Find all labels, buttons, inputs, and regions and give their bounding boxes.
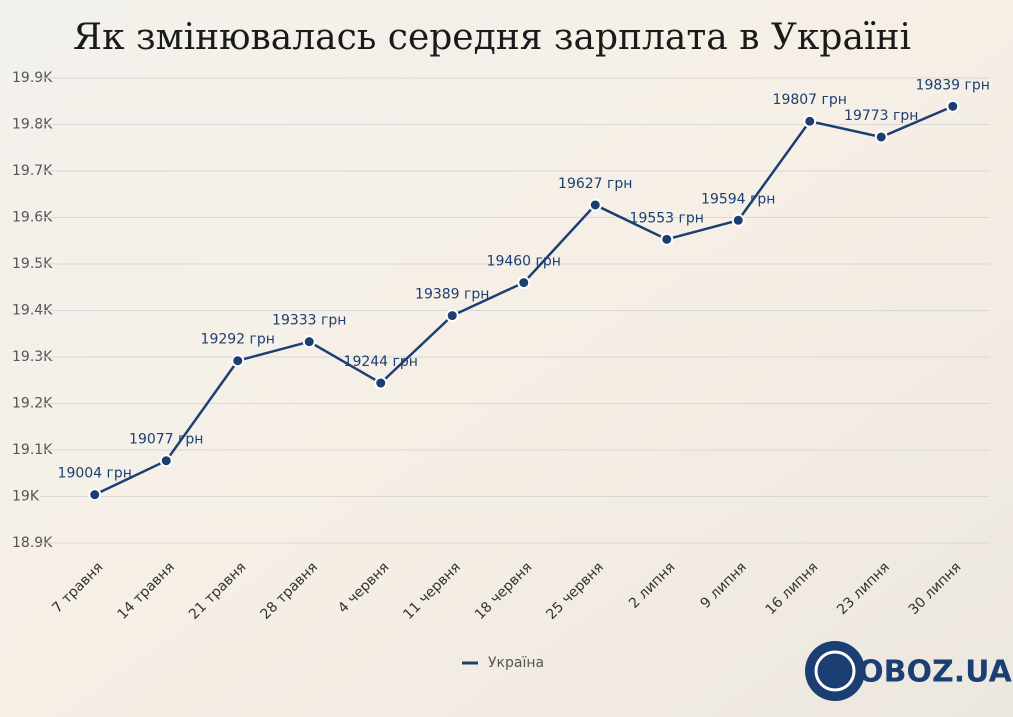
data-label: 19773 грн: [844, 108, 918, 124]
data-label: 19807 грн: [773, 92, 847, 108]
y-tick-label: 19.2K: [12, 396, 53, 412]
y-tick-label: 19.6K: [12, 210, 53, 226]
y-tick-label: 18.9K: [12, 535, 53, 551]
data-point: [159, 454, 173, 468]
logo: OBOZ.UA: [805, 641, 1013, 701]
data-point: [946, 99, 960, 113]
data-label: 19077 грн: [129, 432, 203, 448]
data-label: 19292 грн: [201, 332, 275, 348]
y-tick-label: 19.3K: [12, 349, 53, 365]
data-point: [374, 376, 388, 390]
data-label: 19460 грн: [487, 254, 561, 270]
data-point: [588, 198, 602, 212]
y-tick-label: 19.5K: [12, 256, 53, 272]
data-label: 19839 грн: [916, 77, 990, 93]
y-tick-label: 19.1K: [12, 442, 53, 458]
logo-icon: [805, 641, 865, 701]
y-tick-label: 19.4K: [12, 303, 53, 319]
data-point: [88, 488, 102, 502]
legend-label: Україна: [488, 655, 544, 671]
data-label: 19553 грн: [630, 210, 704, 226]
data-label: 19627 грн: [558, 176, 632, 192]
data-point: [231, 354, 245, 368]
chart-title: Як змінювалась середня зарплата в Україн…: [73, 17, 911, 58]
data-point: [517, 276, 531, 290]
y-tick-label: 19K: [12, 489, 40, 505]
logo-text: OBOZ.UA: [858, 655, 1012, 690]
logo-globe: [814, 650, 856, 692]
data-point: [803, 114, 817, 128]
y-tick-label: 19.7K: [12, 163, 53, 179]
data-point: [731, 213, 745, 227]
data-point: [445, 309, 459, 323]
data-point: [302, 335, 316, 349]
data-point: [660, 232, 674, 246]
data-label: 19594 грн: [701, 191, 775, 207]
data-point: [874, 130, 888, 144]
data-label: 19389 грн: [415, 287, 489, 303]
data-label: 19004 грн: [58, 466, 132, 482]
y-tick-label: 19.8K: [12, 117, 53, 133]
y-tick-label: 19.9K: [12, 70, 53, 86]
data-label: 19333 грн: [272, 313, 346, 329]
data-label: 19244 грн: [344, 354, 418, 370]
